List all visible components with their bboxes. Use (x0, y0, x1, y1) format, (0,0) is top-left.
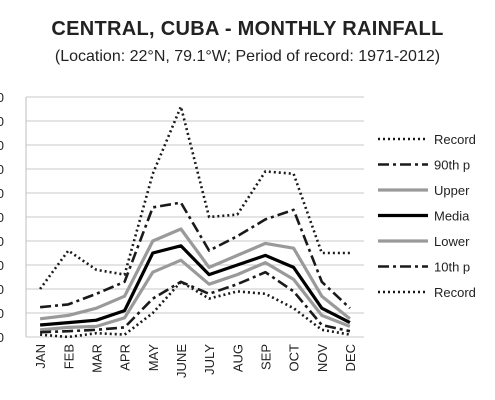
series-line-7 (39, 280, 351, 339)
series-line-5 (39, 258, 351, 332)
y-tick-label: 0 (0, 306, 4, 321)
series-line-1 (39, 105, 350, 290)
y-tick-labels: 0 0 0 0 0 0 0 0 0 0 0 (0, 90, 4, 345)
series-layer (39, 105, 351, 339)
y-tick-label: 0 (0, 330, 4, 345)
legend-label: Upper (434, 183, 470, 198)
y-tick-label: 0 (0, 234, 4, 249)
x-tick-label: DEC (343, 344, 358, 371)
x-tick-labels: JAN FEB MAR APR MAY JUNE JULY AUG SEP OCT NOV DEC (33, 344, 358, 378)
y-tick-label: 0 (0, 114, 4, 129)
y-tick-label: 0 (0, 210, 4, 225)
x-tick-label: JUNE (174, 344, 189, 378)
x-tick-label: APR (118, 344, 133, 371)
legend-label: Record (434, 285, 476, 300)
series-line-4 (39, 244, 351, 327)
x-tick-label: OCT (287, 344, 302, 372)
chart-subtitle: (Location: 22°N, 79.1°W; Period of recor… (54, 48, 441, 65)
legend-label: Media (434, 209, 470, 224)
x-tick-label: AUG (230, 344, 245, 372)
y-tick-label: 0 (0, 186, 4, 201)
legend-label: 90th p (434, 158, 470, 173)
y-tick-label: 0 (0, 162, 4, 177)
x-tick-label: MAY (146, 344, 161, 372)
legend-label: Record (434, 132, 476, 147)
legend-label: 10th p (434, 260, 470, 275)
series-line-2 (39, 201, 351, 310)
legend-label: Lower (434, 234, 470, 249)
legend: Record 90th p Upper Media Lower 10th p Record (378, 132, 476, 300)
y-tick-label: 0 (0, 282, 4, 297)
x-tick-label: FEB (61, 344, 76, 369)
x-tick-label: JULY (202, 344, 217, 375)
series-line-6 (40, 270, 351, 334)
chart-title: CENTRAL, CUBA - MONTHLY RAINFALL (51, 18, 444, 40)
x-tick-label: SEP (258, 344, 273, 370)
x-tick-label: JAN (33, 344, 48, 369)
series-line-3 (39, 227, 351, 321)
x-tick-label: NOV (315, 344, 330, 373)
y-tick-label: 0 (0, 90, 4, 105)
y-tick-label: 0 (0, 258, 4, 273)
x-tick-label: MAR (89, 344, 104, 373)
y-tick-label: 0 (0, 138, 4, 153)
